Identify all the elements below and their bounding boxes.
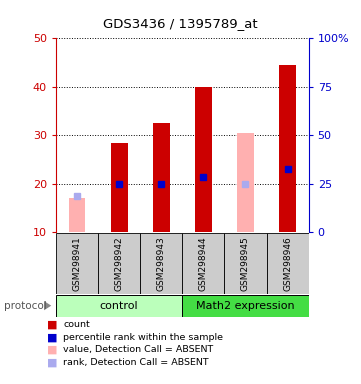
Text: percentile rank within the sample: percentile rank within the sample xyxy=(63,333,223,342)
Bar xyxy=(195,87,212,232)
Text: GSM298944: GSM298944 xyxy=(199,236,208,291)
Bar xyxy=(182,295,309,317)
Text: Math2 expression: Math2 expression xyxy=(196,301,295,311)
Text: GSM298946: GSM298946 xyxy=(283,236,292,291)
Bar xyxy=(153,123,170,232)
Text: GSM298942: GSM298942 xyxy=(115,236,123,291)
Text: GSM298943: GSM298943 xyxy=(157,236,166,291)
Text: GDS3436 / 1395789_at: GDS3436 / 1395789_at xyxy=(103,17,258,30)
Text: ■: ■ xyxy=(47,358,57,367)
Text: control: control xyxy=(100,301,138,311)
Bar xyxy=(182,233,225,294)
Bar xyxy=(111,142,127,232)
Bar xyxy=(225,233,266,294)
Bar xyxy=(266,233,309,294)
Text: GSM298941: GSM298941 xyxy=(73,236,82,291)
Bar xyxy=(56,295,182,317)
Text: rank, Detection Call = ABSENT: rank, Detection Call = ABSENT xyxy=(63,358,209,367)
Bar xyxy=(69,199,86,232)
Text: GSM298945: GSM298945 xyxy=(241,236,250,291)
Text: ■: ■ xyxy=(47,345,57,355)
Bar xyxy=(279,65,296,232)
Bar xyxy=(237,133,254,232)
Text: ■: ■ xyxy=(47,319,57,329)
Bar xyxy=(56,233,98,294)
Text: value, Detection Call = ABSENT: value, Detection Call = ABSENT xyxy=(63,345,213,354)
Text: ■: ■ xyxy=(47,332,57,342)
Bar xyxy=(140,233,182,294)
Bar xyxy=(98,233,140,294)
Text: count: count xyxy=(63,320,90,329)
Text: protocol: protocol xyxy=(4,301,46,311)
